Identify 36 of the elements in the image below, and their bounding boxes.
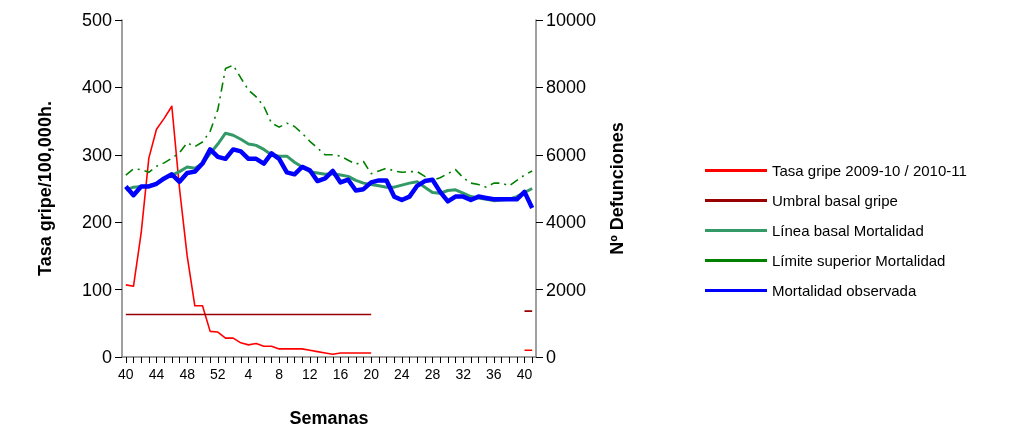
legend-label: Límite superior Mortalidad	[772, 252, 946, 269]
y-tick-label: 100	[81, 279, 112, 300]
y2-axis-title: Nº Defunciones	[607, 122, 627, 255]
x-tick-label: 52	[210, 366, 226, 382]
y-tick-label: 300	[81, 144, 112, 165]
line-series	[125, 64, 533, 188]
y2-tick-label: 8000	[546, 77, 587, 98]
line-series	[123, 147, 535, 211]
legend-label: Línea basal Mortalidad	[772, 222, 924, 239]
legend-label: Tasa gripe 2009-10 / 2010-11	[772, 162, 967, 179]
x-tick-label: 20	[363, 366, 380, 382]
x-tick-label: 40	[516, 366, 533, 382]
x-tick-label: 12	[302, 366, 318, 382]
x-tick-label: 8	[275, 366, 284, 382]
x-tick-label: 28	[424, 366, 441, 382]
x-tick-label: 48	[179, 366, 196, 382]
y2-tick-label: 10000	[546, 10, 597, 30]
y2-tick-label: 0	[546, 347, 557, 367]
x-axis-title: Semanas	[289, 408, 369, 428]
y-tick-label: 500	[81, 10, 112, 30]
x-tick-label: 24	[394, 366, 410, 382]
x-tick-label: 32	[455, 366, 472, 382]
x-tick-label: 36	[486, 366, 502, 382]
y2-tick-label: 2000	[546, 279, 587, 300]
y2-tick-label: 4000	[546, 212, 587, 233]
legend-label: Mortalidad observada	[772, 282, 917, 299]
x-tick-label: 16	[332, 366, 349, 382]
x-tick-label: 4	[244, 366, 253, 382]
y-tick-label: 400	[81, 77, 112, 98]
y-tick-label: 200	[81, 212, 112, 233]
y2-tick-label: 6000	[546, 144, 587, 165]
y-axis-title: Tasa gripe/100,000h.	[35, 101, 55, 276]
x-tick-label: 44	[148, 366, 165, 382]
legend-label: Umbral basal gripe	[772, 192, 898, 209]
y-tick-label: 0	[101, 347, 112, 367]
x-tick-label: 40	[118, 366, 134, 382]
